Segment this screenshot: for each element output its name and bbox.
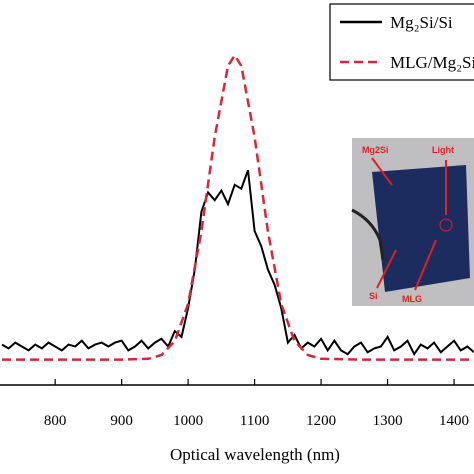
legend: Mg₂Si/Si MLG/Mg₂Si/Si (329, 3, 474, 81)
inset-wire (351, 208, 385, 261)
plot-area (1, 53, 474, 361)
x-tick-label: 1200 (306, 413, 336, 429)
legend-box (329, 3, 474, 81)
series-line (2, 53, 474, 361)
series-line (1, 169, 474, 357)
x-tick-label: 1400 (439, 413, 469, 429)
inset-label: Mg2Si (362, 145, 389, 155)
inset-label: MLG (402, 294, 422, 304)
inset-label: Light (432, 145, 454, 155)
x-tick-label: 900 (110, 413, 133, 429)
inset-spot (439, 218, 453, 232)
inset-label: Si (369, 291, 378, 301)
x-tick-label: 1000 (173, 413, 203, 429)
legend-label: Mg₂Si/Si (390, 13, 453, 32)
inset-sample (372, 165, 470, 292)
x-tick-label: 1100 (240, 413, 269, 429)
legend-label: MLG/Mg₂Si/Si (390, 53, 474, 72)
x-tick-label: 1300 (373, 413, 403, 429)
x-tick-label: 800 (44, 413, 67, 429)
inset-arrows (371, 157, 447, 291)
x-axis-title: Optical wavelength (nm) (170, 445, 340, 464)
inset-photo: Mg2Si Light Si MLG (351, 138, 474, 306)
